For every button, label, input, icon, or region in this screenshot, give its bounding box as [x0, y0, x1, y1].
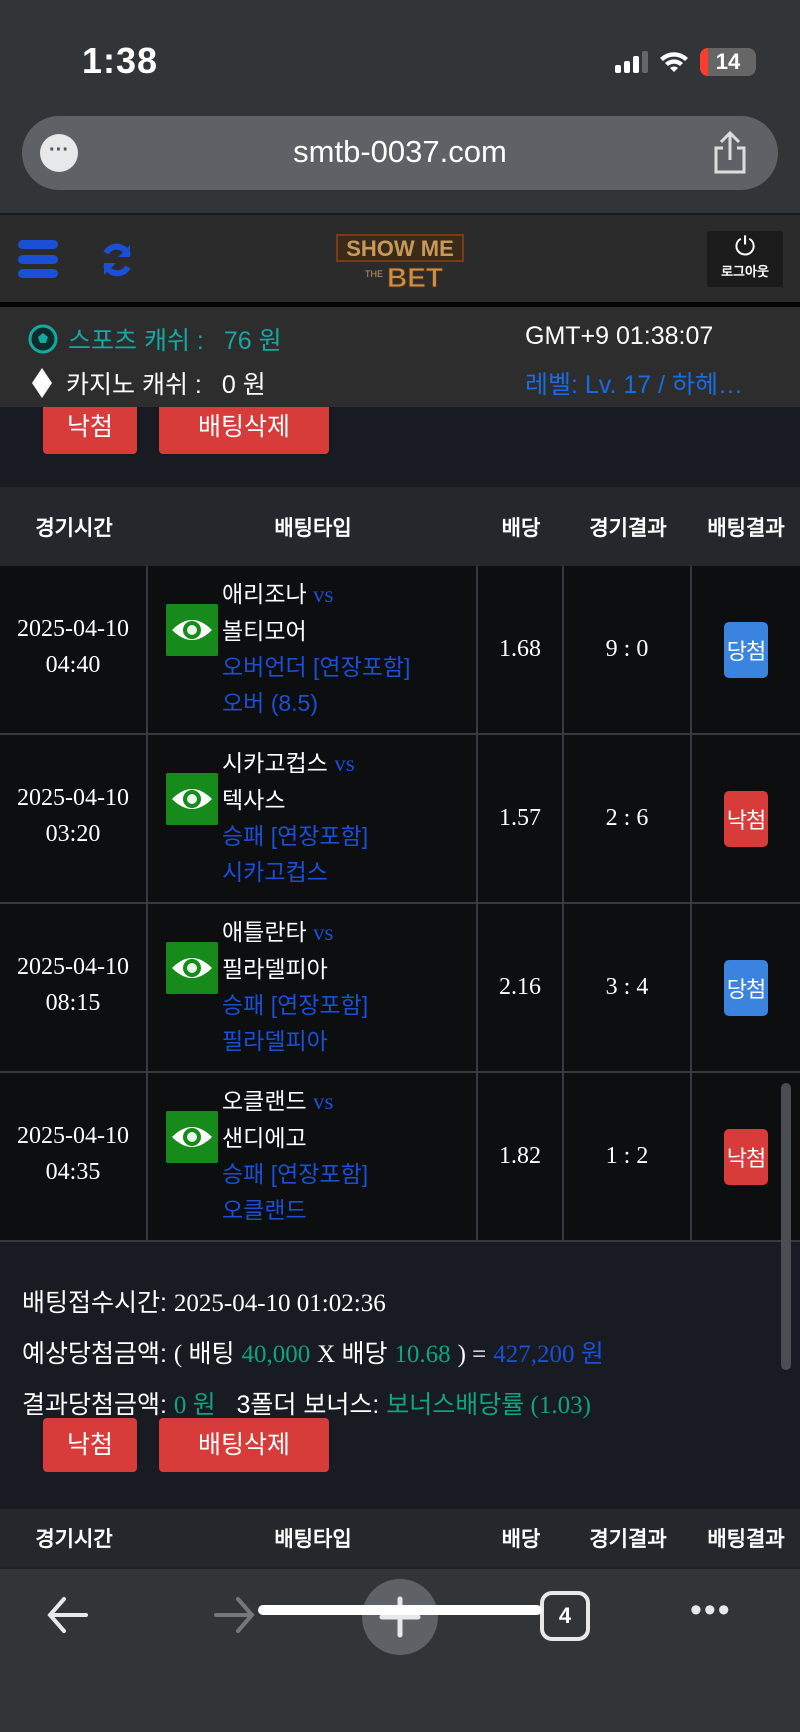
bet-result-badge: 낙첨: [724, 1128, 768, 1185]
away-team: 샌디에고: [222, 1125, 307, 1151]
site-header: SHOW ME THE BET ⏻ 로그아웃: [0, 213, 800, 302]
status-icons: 14: [615, 48, 756, 76]
eye-icon[interactable]: [166, 604, 218, 656]
bet-type-cell: 오클랜드 vs 샌디에고 승패 [연장포함] 오클랜드: [148, 1073, 478, 1240]
away-team: 텍사스: [222, 787, 286, 813]
result-win-line: 결과당첨금액: 0 원 3폴더 보너스: 보너스배당률 (1.03): [22, 1391, 591, 1419]
odds: 2.16: [478, 904, 564, 1071]
market: 오버언더 [연장포함]: [222, 654, 411, 680]
home-team: 시카고컵스: [222, 750, 328, 776]
user-level[interactable]: 레벨: Lv. 17 / 하헤…: [525, 371, 743, 399]
match-time: 2025-04-10 03:20: [0, 735, 148, 902]
browser-toolbar: 4 •••: [0, 1567, 800, 1732]
home-team: 오클랜드: [222, 1088, 307, 1114]
home-team: 애틀란타: [222, 919, 307, 945]
refresh-icon[interactable]: [98, 241, 136, 279]
page-menu-icon[interactable]: ···: [40, 134, 78, 172]
pick: 오클랜드: [222, 1197, 307, 1223]
scrollbar[interactable]: [781, 1083, 791, 1370]
match-time: 2025-04-10 04:35: [0, 1073, 148, 1240]
pick: 필라델피아: [222, 1028, 328, 1054]
eye-icon[interactable]: [166, 942, 218, 994]
status-time: 1:38: [82, 40, 159, 81]
market: 승패 [연장포함]: [222, 1161, 369, 1187]
header-match-time: 경기시간: [35, 516, 113, 540]
score: 2 : 6: [564, 735, 692, 902]
bet-result-badge: 당첨: [724, 621, 768, 678]
sports-cash: 스포츠 캐쉬 : 76 원: [28, 321, 282, 357]
tabs-button[interactable]: 4: [540, 1591, 590, 1641]
bet-result-badge: 낙첨: [724, 790, 768, 847]
more-icon[interactable]: •••: [690, 1591, 732, 1629]
menu-icon[interactable]: [18, 240, 58, 278]
address-bar[interactable]: ··· smtb-0037.com: [22, 116, 778, 190]
eye-icon[interactable]: [166, 773, 218, 825]
signal-icon: [615, 51, 648, 73]
delete-bet-button[interactable]: 배팅삭제: [159, 1418, 329, 1472]
score: 3 : 4: [564, 904, 692, 1071]
market: 승패 [연장포함]: [222, 823, 369, 849]
away-team: 볼티모어: [222, 618, 307, 644]
bet-result-badge: 당첨: [724, 959, 768, 1016]
svg-text:BET: BET: [387, 262, 443, 289]
lose-button-top[interactable]: 낙첨: [43, 400, 137, 454]
site-logo[interactable]: SHOW ME THE BET: [335, 233, 465, 289]
wifi-icon: [660, 52, 688, 72]
pick: 시카고컵스: [222, 859, 328, 885]
home-team: 애리조나: [222, 581, 307, 607]
pick: 오버 (8.5): [222, 690, 319, 716]
away-team: 필라델피아: [222, 956, 328, 982]
diamond-icon: [32, 368, 52, 398]
home-indicator: [258, 1605, 542, 1615]
plus-icon: [379, 1596, 421, 1638]
header-odds: 배당: [501, 516, 541, 540]
back-icon[interactable]: [40, 1587, 96, 1643]
odds: 1.57: [478, 735, 564, 902]
received-time-line: 배팅접수시간: 2025-04-10 01:02:36: [22, 1289, 386, 1317]
url-text[interactable]: smtb-0037.com: [293, 134, 507, 169]
market: 승패 [연장포함]: [222, 992, 369, 1018]
soccer-ball-icon: [28, 324, 58, 354]
header-bet-type: 배팅타입: [274, 516, 352, 540]
bet-summary: 배팅접수시간: 2025-04-10 01:02:36 예상당첨금액: ( 배팅…: [22, 1278, 604, 1431]
battery-indicator: 14: [700, 48, 756, 76]
score: 9 : 0: [564, 566, 692, 733]
account-info-bar: 스포츠 캐쉬 : 76 원 카지노 캐쉬 : 0 원 GMT+9 01:38:0…: [0, 307, 800, 407]
score: 1 : 2: [564, 1073, 692, 1240]
svg-text:SHOW ME: SHOW ME: [346, 236, 454, 261]
browser-top-chrome: 1:38 14 ··· smtb-0037.com: [0, 0, 800, 213]
table-body: 2025-04-10 04:40 애리조나 vs 볼티모어 오버언더 [연장포함]…: [0, 566, 800, 1242]
odds: 1.82: [478, 1073, 564, 1240]
logout-button[interactable]: ⏻ 로그아웃: [707, 231, 783, 287]
bet-table: 경기시간 배팅타입 배당 경기결과 배팅결과 2025-04-10 04:40 애…: [0, 487, 800, 1242]
header-divider: [0, 302, 800, 307]
casino-cash: 카지노 캐쉬 : 0 원: [32, 365, 266, 401]
bet-type-cell: 애틀란타 vs 필라델피아 승패 [연장포함] 필라델피아: [148, 904, 478, 1071]
expected-win-line: 예상당첨금액: ( 배팅 40,000 X 배당 10.68 ) = 427,2…: [22, 1340, 604, 1368]
table-row: 2025-04-10 04:35 오클랜드 vs 샌디에고 승패 [연장포함] 오…: [0, 1073, 800, 1242]
bet-type-cell: 시카고컵스 vs 텍사스 승패 [연장포함] 시카고컵스: [148, 735, 478, 902]
delete-bet-button-top[interactable]: 배팅삭제: [159, 400, 329, 454]
header-bet-result: 배팅결과: [707, 516, 785, 540]
next-table-header: 경기시간 배팅타입 배당 경기결과 배팅결과: [0, 1509, 800, 1567]
forward-icon[interactable]: [206, 1587, 262, 1643]
header-match-result: 경기결과: [589, 516, 667, 540]
eye-icon[interactable]: [166, 1111, 218, 1163]
table-row: 2025-04-10 08:15 애틀란타 vs 필라델피아 승패 [연장포함] …: [0, 904, 800, 1073]
power-icon: ⏻: [734, 231, 756, 261]
bet-type-cell: 애리조나 vs 볼티모어 오버언더 [연장포함] 오버 (8.5): [148, 566, 478, 733]
table-header: 경기시간 배팅타입 배당 경기결과 배팅결과: [0, 487, 800, 566]
new-tab-button[interactable]: [362, 1579, 438, 1655]
svg-text:THE: THE: [365, 269, 383, 279]
table-row: 2025-04-10 03:20 시카고컵스 vs 텍사스 승패 [연장포함] 시…: [0, 735, 800, 904]
match-time: 2025-04-10 08:15: [0, 904, 148, 1071]
match-time: 2025-04-10 04:40: [0, 566, 148, 733]
table-row: 2025-04-10 04:40 애리조나 vs 볼티모어 오버언더 [연장포함]…: [0, 566, 800, 735]
odds: 1.68: [478, 566, 564, 733]
share-icon[interactable]: [710, 130, 750, 176]
lose-button[interactable]: 낙첨: [43, 1418, 137, 1472]
server-clock: GMT+9 01:38:07: [525, 322, 714, 350]
